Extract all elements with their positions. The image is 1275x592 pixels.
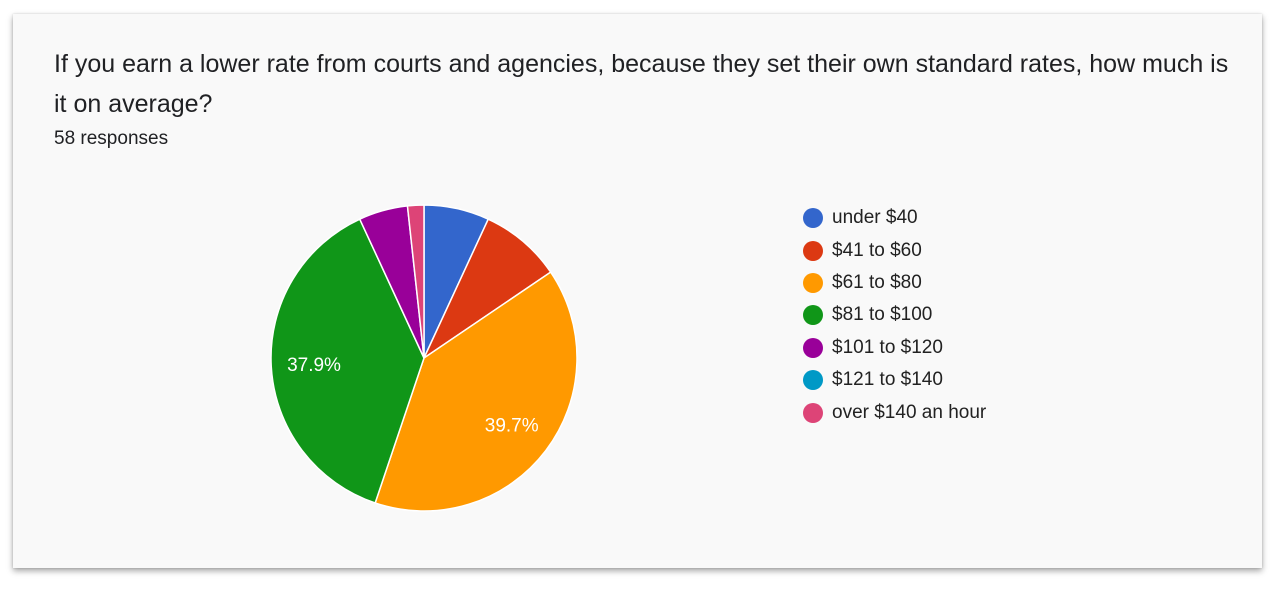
legend-label: $81 to $100 <box>832 304 933 326</box>
legend-swatch-icon <box>803 208 823 229</box>
legend-swatch-icon <box>803 240 823 261</box>
legend-label: over $140 an hour <box>832 401 987 423</box>
chart-legend: under $40 $41 to $60 $61 to $80 $81 to $100… <box>803 202 986 429</box>
legend-item-over-140-an-hour[interactable]: over $140 an hour <box>803 396 986 428</box>
legend-item-121-to-140[interactable]: $121 to $140 <box>803 364 986 396</box>
legend-label: $121 to $140 <box>832 369 943 391</box>
legend-swatch-icon <box>803 305 823 326</box>
legend-item-41-to-60[interactable]: $41 to $60 <box>803 234 986 266</box>
legend-swatch-icon <box>803 402 823 423</box>
legend-swatch-icon <box>803 272 823 293</box>
question-title: If you earn a lower rate from courts and… <box>54 50 1229 118</box>
pie-chart: 39.7% 37.9% <box>270 204 578 512</box>
legend-item-101-to-120[interactable]: $101 to $120 <box>803 332 986 364</box>
pie-slice-81-to-100[interactable] <box>270 218 425 504</box>
legend-label: under $40 <box>832 207 918 229</box>
slice-label-81-to-100: 37.9% <box>287 355 341 376</box>
legend-label: $41 to $60 <box>832 239 922 261</box>
pie-slice-over-140-an-hour[interactable] <box>406 204 425 359</box>
response-count: 58 responses <box>54 128 169 149</box>
pie-slice-41-to-60[interactable] <box>422 218 552 361</box>
pie-slice-61-to-80[interactable] <box>374 271 578 512</box>
legend-swatch-icon <box>803 337 823 358</box>
question-card: If you earn a lower rate from courts and… <box>13 14 1262 568</box>
legend-swatch-icon <box>803 370 823 391</box>
legend-label: $61 to $80 <box>832 271 922 293</box>
slice-label-61-to-80: 39.7% <box>485 416 539 437</box>
legend-label: $101 to $120 <box>832 336 943 358</box>
legend-item-61-to-80[interactable]: $61 to $80 <box>803 267 986 299</box>
legend-item-under-40[interactable]: under $40 <box>803 202 986 234</box>
legend-item-81-to-100[interactable]: $81 to $100 <box>803 299 986 331</box>
